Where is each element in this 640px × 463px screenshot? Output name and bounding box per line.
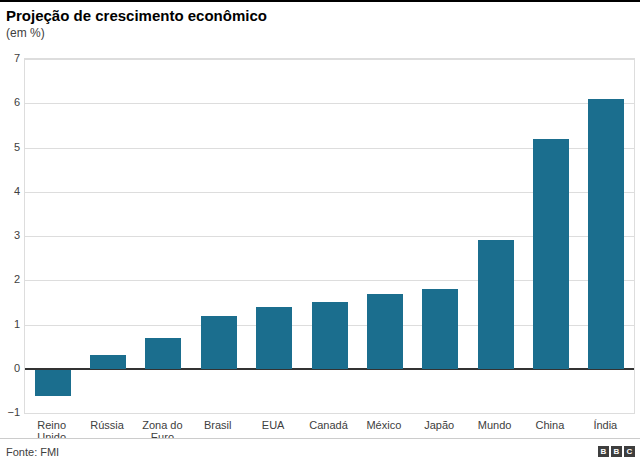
y-tick-label-5: 5 <box>0 141 20 153</box>
gridline-y6 <box>25 103 634 104</box>
x-tick-label-mundo: Mundo <box>467 419 522 431</box>
x-tick-label-eua: EUA <box>245 419 300 431</box>
bar-zona-do-euro <box>145 338 181 369</box>
source-text: Fonte: FMI <box>6 446 59 458</box>
bar-índia <box>588 99 624 369</box>
y-tick-label-3: 3 <box>0 229 20 241</box>
bbc-logo-block-2: B <box>611 446 622 457</box>
bar-japão <box>422 289 458 369</box>
bar-reino-unido <box>35 370 71 397</box>
bar-china <box>533 139 569 369</box>
bar-brasil <box>201 316 237 369</box>
x-tick-label-índia: Índia <box>578 419 633 431</box>
x-tick-label-rússia: Rússia <box>79 419 134 431</box>
gridline-y7 <box>25 59 634 60</box>
plot-area <box>24 58 635 414</box>
x-tick-label-canadá: Canadá <box>301 419 356 431</box>
bar-méxico <box>367 294 403 369</box>
x-tick-label-japão: Japão <box>412 419 467 431</box>
y-tick-label-1: 1 <box>0 318 20 330</box>
bbc-logo-block-3: C <box>624 446 635 457</box>
x-tick-label-brasil: Brasil <box>190 419 245 431</box>
gridline-y-1 <box>25 413 634 414</box>
bar-mundo <box>478 240 514 368</box>
y-tick-label-0: 0 <box>0 362 20 374</box>
y-tick-label-6: 6 <box>0 96 20 108</box>
bar-canadá <box>312 302 348 368</box>
chart-figure: Projeção de crescimento econômico (em %)… <box>0 0 640 463</box>
y-tick-label-4: 4 <box>0 185 20 197</box>
bbc-logo-block-1: B <box>598 446 609 457</box>
footer: Fonte: FMI BBC <box>0 438 640 463</box>
bbc-logo: BBC <box>598 446 635 457</box>
bar-rússia <box>90 355 126 368</box>
y-tick-label-7: 7 <box>0 52 20 64</box>
y-tick-label--1: −1 <box>0 406 20 418</box>
x-tick-label-china: China <box>522 419 577 431</box>
bar-eua <box>256 307 292 369</box>
chart-subtitle: (em %) <box>6 26 45 40</box>
y-tick-label-2: 2 <box>0 273 20 285</box>
x-tick-label-méxico: México <box>356 419 411 431</box>
chart-title: Projeção de crescimento econômico <box>6 7 267 24</box>
